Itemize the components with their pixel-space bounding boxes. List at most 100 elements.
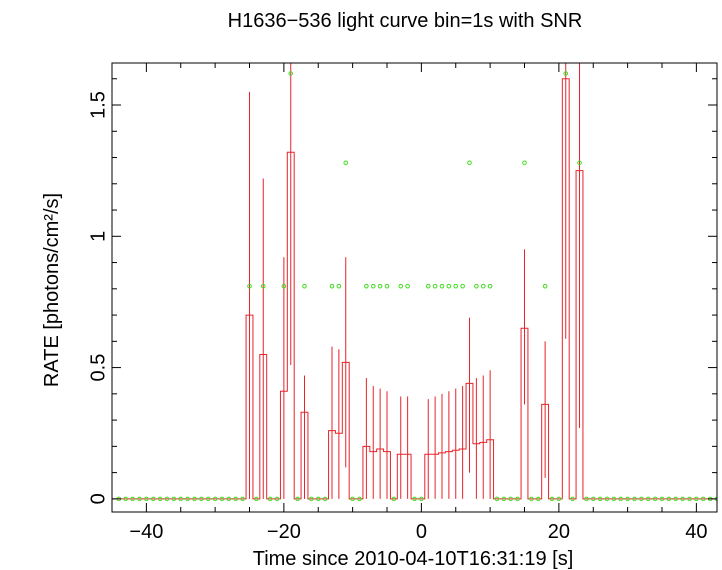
y-tick-label: 1.5 bbox=[87, 91, 109, 119]
chart-title: H1636−536 light curve bin=1s with SNR bbox=[228, 10, 583, 32]
snr-point bbox=[357, 496, 362, 502]
snr-point bbox=[302, 283, 307, 289]
snr-point bbox=[364, 283, 369, 289]
x-tick-label: 0 bbox=[416, 521, 427, 543]
snr-point bbox=[329, 283, 335, 289]
snr-point bbox=[673, 496, 679, 502]
snr-point bbox=[226, 496, 232, 502]
snr-point bbox=[529, 496, 534, 502]
snr-point bbox=[618, 496, 624, 502]
x-tick-label: 20 bbox=[548, 521, 570, 543]
snr-point bbox=[336, 283, 342, 289]
y-axis-label: RATE [photons/cm²/s] bbox=[41, 193, 63, 387]
y-tick-label: 0.5 bbox=[87, 354, 109, 382]
snr-point bbox=[185, 496, 190, 502]
snr-point bbox=[178, 496, 184, 502]
x-tick-label: 40 bbox=[685, 521, 707, 543]
snr-point bbox=[247, 283, 252, 289]
snr-point bbox=[487, 283, 493, 289]
snr-point bbox=[584, 496, 589, 502]
snr-point bbox=[446, 283, 452, 289]
snr-point bbox=[150, 496, 156, 502]
snr-point bbox=[645, 496, 651, 502]
snr-point bbox=[281, 283, 287, 289]
snr-point bbox=[240, 496, 245, 502]
snr-point bbox=[515, 496, 520, 502]
snr-point bbox=[233, 496, 239, 502]
snr-point bbox=[391, 496, 397, 502]
x-axis-label: Time since 2010-04-10T16:31:19 [s] bbox=[253, 548, 574, 570]
snr-point bbox=[632, 496, 637, 502]
snr-point bbox=[439, 283, 445, 289]
snr-point bbox=[570, 496, 575, 502]
snr-point bbox=[343, 160, 349, 166]
snr-point bbox=[577, 160, 582, 166]
snr-point bbox=[453, 283, 459, 289]
snr-point bbox=[137, 496, 142, 502]
snr-point bbox=[625, 496, 630, 502]
snr-point bbox=[480, 283, 486, 289]
plot-area bbox=[112, 63, 717, 502]
snr-point bbox=[432, 283, 438, 289]
snr-point bbox=[274, 496, 280, 502]
snr-point bbox=[157, 496, 163, 502]
x-tick-label: −40 bbox=[129, 521, 163, 543]
snr-point bbox=[130, 496, 135, 502]
x-tick-label: −20 bbox=[267, 521, 301, 543]
snr-point bbox=[295, 496, 300, 502]
snr-point bbox=[666, 496, 672, 502]
rate-step-line bbox=[112, 78, 717, 500]
snr-point bbox=[535, 496, 541, 502]
snr-point bbox=[467, 160, 472, 166]
snr-point bbox=[370, 283, 376, 289]
snr-point bbox=[267, 496, 273, 502]
snr-point bbox=[687, 496, 692, 502]
snr-point bbox=[144, 496, 149, 502]
snr-point bbox=[611, 496, 617, 502]
snr-point bbox=[590, 496, 596, 502]
snr-point bbox=[419, 496, 424, 502]
snr-point bbox=[199, 496, 204, 502]
snr-point bbox=[494, 496, 500, 502]
y-tick-label: 0 bbox=[87, 493, 109, 504]
snr-point bbox=[694, 496, 699, 502]
snr-point bbox=[563, 71, 569, 76]
snr-point bbox=[474, 283, 479, 289]
snr-point bbox=[171, 496, 177, 502]
snr-point bbox=[350, 496, 355, 502]
snr-point bbox=[522, 160, 527, 166]
snr-point bbox=[652, 496, 658, 502]
snr-point bbox=[309, 496, 314, 502]
snr-point bbox=[315, 496, 321, 502]
snr-point bbox=[680, 496, 685, 502]
snr-point bbox=[398, 283, 404, 289]
snr-point bbox=[412, 496, 417, 502]
snr-point bbox=[556, 496, 562, 502]
snr-point bbox=[322, 496, 328, 502]
snr-point bbox=[260, 283, 266, 289]
snr-point bbox=[604, 496, 610, 502]
snr-point bbox=[219, 496, 225, 502]
snr-point bbox=[425, 283, 431, 289]
snr-point bbox=[164, 496, 170, 502]
axis-ticks: −40 −20 0 20 40 0 0.5 1 1.5 bbox=[87, 63, 717, 543]
snr-point bbox=[384, 283, 390, 289]
snr-point bbox=[597, 496, 603, 502]
snr-point bbox=[254, 496, 259, 502]
snr-point bbox=[542, 283, 548, 289]
snr-point bbox=[639, 496, 644, 502]
snr-point bbox=[549, 496, 555, 502]
snr-point bbox=[288, 71, 294, 76]
snr-point bbox=[659, 496, 665, 502]
snr-point bbox=[508, 496, 514, 502]
snr-point bbox=[123, 496, 129, 502]
y-tick-label: 1 bbox=[87, 231, 109, 242]
snr-point bbox=[212, 496, 218, 502]
plot-frame bbox=[111, 62, 718, 513]
snr-point bbox=[205, 496, 211, 502]
snr-point bbox=[192, 496, 197, 502]
snr-point bbox=[501, 496, 507, 502]
snr-point bbox=[460, 283, 465, 289]
snr-point bbox=[405, 283, 410, 289]
